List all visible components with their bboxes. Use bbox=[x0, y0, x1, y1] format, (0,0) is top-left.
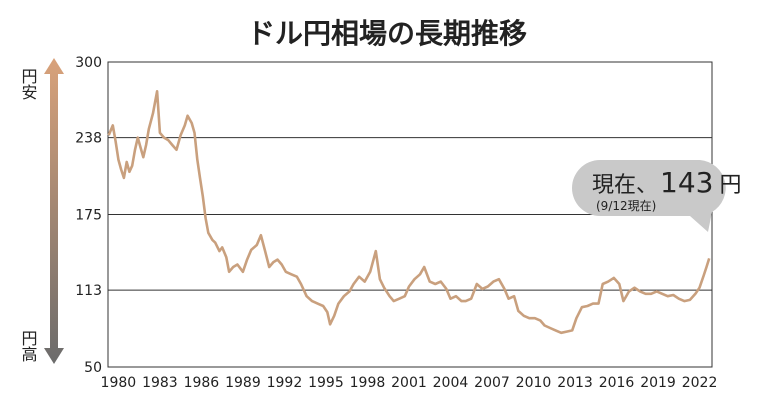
x-tick-label: 1989 bbox=[225, 375, 261, 391]
rate-line bbox=[107, 90, 711, 335]
y-tick-label: 300 bbox=[75, 55, 102, 71]
x-tick-label: 1998 bbox=[350, 375, 386, 391]
annotation-bubble bbox=[572, 160, 726, 232]
annotation: 現在、143 円 bbox=[592, 166, 741, 199]
x-tick-label: 1995 bbox=[308, 375, 344, 391]
x-tick-label: 1980 bbox=[101, 375, 137, 391]
y-tick-label: 50 bbox=[84, 360, 102, 376]
weak-yen-label: 円安 bbox=[19, 68, 38, 100]
strong-yen-label: 円高 bbox=[19, 330, 38, 362]
x-tick-label: 2022 bbox=[682, 375, 718, 391]
x-tick-label: 2007 bbox=[474, 375, 510, 391]
x-tick-label: 2013 bbox=[557, 375, 593, 391]
chart-title: ドル円相場の長期推移 bbox=[247, 17, 527, 50]
x-tick-label: 2019 bbox=[640, 375, 676, 391]
x-tick-label: 1986 bbox=[184, 375, 220, 391]
x-tick-label: 1992 bbox=[267, 375, 303, 391]
x-tick-label: 2010 bbox=[516, 375, 552, 391]
x-tick-label: 2016 bbox=[599, 375, 635, 391]
y-tick-label: 238 bbox=[75, 131, 102, 147]
direction-arrow bbox=[44, 58, 64, 364]
annotation-note: (9/12現在) bbox=[596, 199, 656, 213]
x-tick-label: 2004 bbox=[433, 375, 469, 391]
x-tick-label: 2001 bbox=[391, 375, 427, 391]
x-tick-label: 1983 bbox=[142, 375, 178, 391]
y-tick-label: 113 bbox=[75, 283, 102, 299]
y-tick-label: 175 bbox=[75, 208, 102, 224]
